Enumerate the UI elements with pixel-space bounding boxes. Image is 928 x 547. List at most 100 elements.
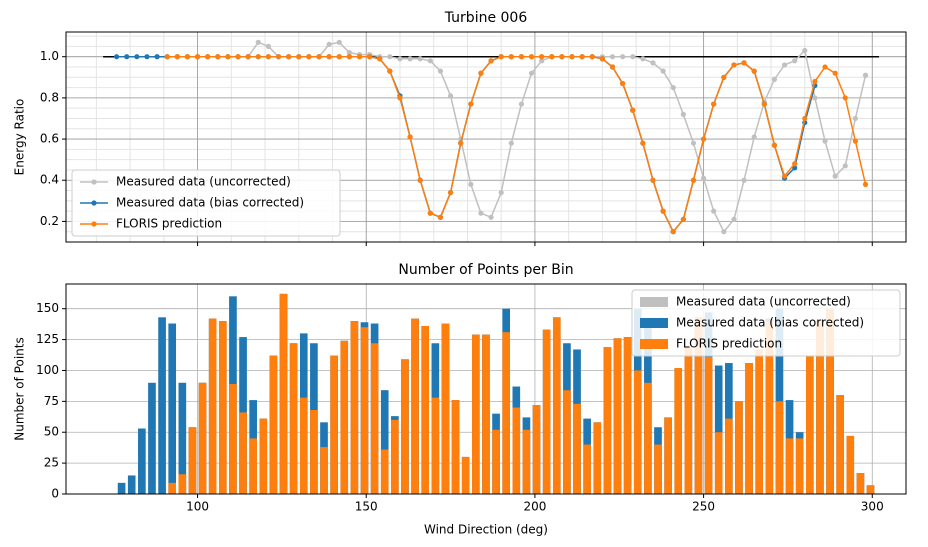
marker: [670, 229, 676, 235]
marker: [761, 101, 767, 107]
bar: [148, 382, 156, 494]
bar: [846, 435, 855, 494]
bar: [502, 332, 510, 494]
marker: [690, 177, 697, 183]
marker: [336, 54, 342, 60]
marker: [599, 56, 605, 62]
bar: [360, 327, 369, 494]
marker: [316, 54, 322, 60]
bar: [573, 403, 581, 494]
bar: [380, 390, 389, 494]
bar: [259, 418, 268, 494]
marker: [478, 70, 484, 76]
marker: [468, 181, 474, 187]
bar: [208, 318, 217, 494]
bar: [461, 456, 470, 494]
marker: [134, 54, 140, 60]
legend-label: FLORIS prediction: [116, 217, 222, 231]
bar: [380, 449, 389, 494]
series-line: [167, 55, 867, 234]
marker: [417, 177, 423, 183]
plot-frame: [65, 31, 907, 243]
subplot: 100 150 200 250 300 0 25 50 75 100 125 150 Number of…: [13, 262, 907, 537]
marker: [265, 54, 272, 60]
marker: [741, 177, 747, 183]
marker: [630, 54, 636, 60]
marker: [862, 181, 869, 187]
bar: [866, 485, 875, 494]
y-tick-label: 100: [36, 363, 59, 377]
bar: [603, 347, 612, 494]
bar: [795, 438, 804, 494]
legend-label: Measured data (bias corrected): [676, 316, 864, 330]
bar: [735, 401, 743, 494]
marker: [498, 189, 504, 196]
marker: [508, 54, 514, 60]
marker: [852, 138, 858, 144]
legend-label: Measured data (bias corrected): [116, 196, 304, 210]
y-tick-label: 150: [36, 301, 59, 315]
bar: [654, 444, 662, 494]
marker: [205, 54, 211, 60]
marker: [650, 60, 656, 66]
marker: [164, 54, 170, 60]
marker: [447, 93, 454, 99]
marker: [802, 115, 808, 122]
x-tick-label: 200: [523, 500, 546, 514]
bar: [644, 382, 652, 494]
subplot-title: Turbine 006: [444, 10, 528, 26]
marker: [751, 68, 757, 74]
x-tick-label: 100: [186, 500, 209, 514]
marker: [792, 58, 798, 64]
bar: [350, 321, 359, 494]
bar: [441, 323, 450, 494]
bar: [785, 438, 794, 494]
marker: [792, 161, 798, 167]
marker: [306, 54, 312, 60]
legend-box: [71, 169, 341, 237]
bar: [806, 355, 814, 494]
bar: [826, 308, 834, 494]
legend: Measured data (uncorrected) Measured data…: [631, 289, 901, 357]
bar: [168, 482, 176, 494]
bar: [401, 359, 409, 494]
marker: [387, 54, 393, 60]
bar: [522, 429, 531, 494]
marker: [144, 54, 150, 60]
marker: [336, 39, 342, 45]
bar: [583, 444, 591, 494]
bar: [168, 323, 176, 494]
bar: [593, 422, 602, 494]
marker: [781, 62, 788, 68]
marker: [245, 54, 251, 60]
bar: [856, 473, 865, 494]
marker: [559, 54, 565, 60]
marker: [731, 216, 737, 222]
legend-label: Measured data (uncorrected): [116, 175, 291, 189]
marker: [771, 76, 778, 82]
y-tick-label: 0.4: [40, 173, 59, 187]
bar: [330, 355, 338, 494]
marker: [539, 54, 545, 60]
marker: [518, 101, 525, 107]
marker: [478, 210, 484, 216]
bar: [694, 317, 703, 494]
bar: [816, 321, 824, 494]
marker: [458, 140, 464, 146]
bar: [289, 343, 298, 494]
marker: [812, 95, 818, 101]
marker: [427, 210, 433, 216]
marker: [680, 111, 686, 117]
marker: [670, 84, 676, 91]
bar: [563, 390, 571, 494]
plot-marks: [103, 39, 880, 235]
marker: [822, 138, 828, 144]
bar: [704, 356, 713, 494]
marker: [346, 54, 352, 60]
marker: [407, 56, 413, 62]
marker: [680, 216, 686, 222]
marker: [609, 54, 616, 60]
bar: [249, 438, 257, 494]
bar: [552, 317, 561, 494]
